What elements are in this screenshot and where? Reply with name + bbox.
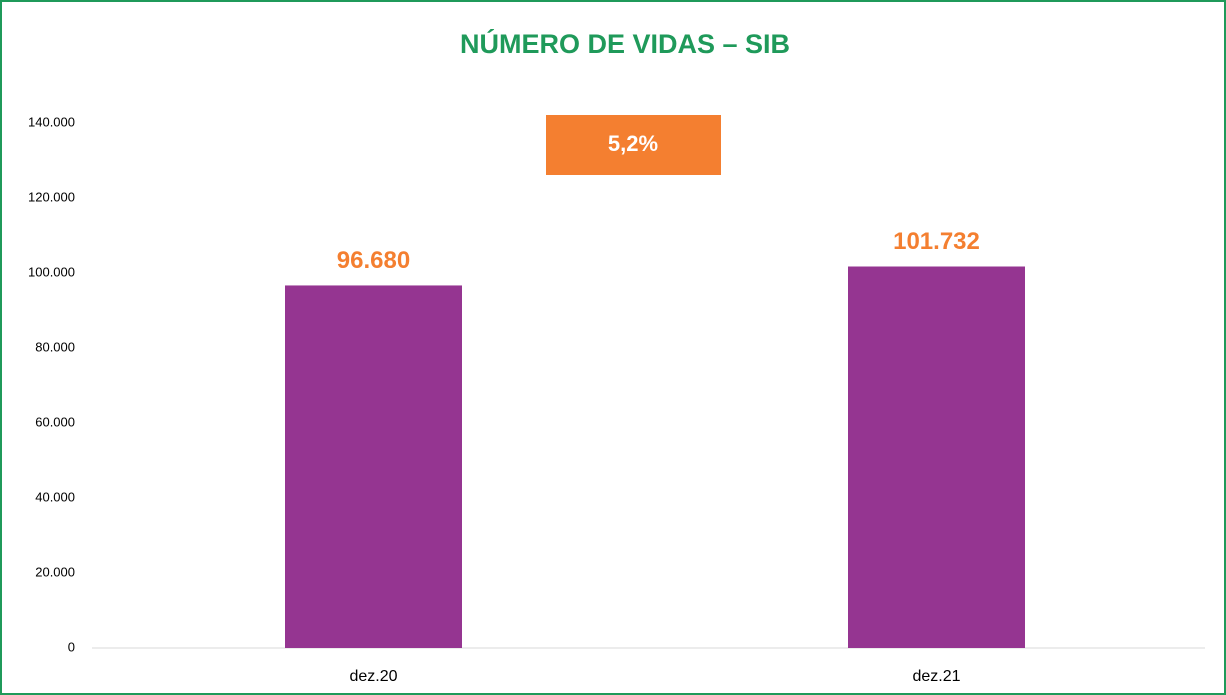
value-label: 101.732 <box>893 228 980 255</box>
chart-title: NÚMERO DE VIDAS – SIB <box>460 28 790 59</box>
value-label: 96.680 <box>337 247 410 274</box>
y-tick-label: 100.000 <box>28 264 75 279</box>
y-tick-label: 140.000 <box>28 114 75 129</box>
y-tick-label: 40.000 <box>35 489 75 504</box>
annotation: 5,2% <box>608 131 658 156</box>
bar <box>285 285 462 648</box>
y-tick-label: 120.000 <box>28 189 75 204</box>
y-tick-label: 20.000 <box>35 564 75 579</box>
y-tick-label: 80.000 <box>35 339 75 354</box>
bar <box>848 266 1025 648</box>
y-tick-label: 0 <box>68 639 75 654</box>
y-tick-label: 60.000 <box>35 414 75 429</box>
x-tick-label: dez.20 <box>349 668 397 685</box>
annotation-box <box>546 115 721 175</box>
x-tick-label: dez.21 <box>912 668 960 685</box>
